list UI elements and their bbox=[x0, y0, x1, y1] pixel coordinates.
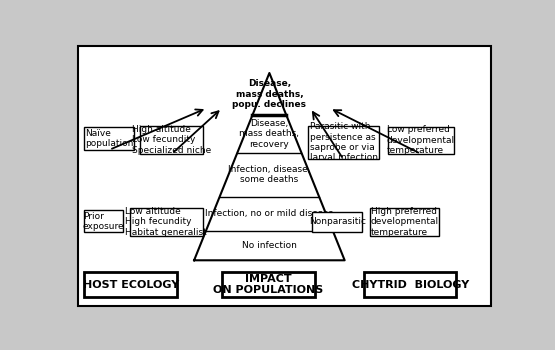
Text: Disease,
mass deaths,
recovery: Disease, mass deaths, recovery bbox=[239, 119, 299, 149]
FancyBboxPatch shape bbox=[84, 127, 134, 150]
Text: High preferred
developmental
temperature: High preferred developmental temperature bbox=[371, 207, 439, 237]
Text: Prior
exposure: Prior exposure bbox=[83, 211, 124, 231]
FancyBboxPatch shape bbox=[222, 272, 315, 297]
FancyBboxPatch shape bbox=[308, 126, 379, 159]
FancyBboxPatch shape bbox=[312, 212, 362, 232]
Text: Infection, no or mild disease: Infection, no or mild disease bbox=[205, 209, 334, 218]
FancyBboxPatch shape bbox=[130, 208, 203, 236]
FancyBboxPatch shape bbox=[78, 46, 491, 306]
FancyBboxPatch shape bbox=[371, 208, 440, 236]
Text: Infection, disease,
some deaths: Infection, disease, some deaths bbox=[228, 165, 311, 184]
Text: Disease,
mass deaths,
popu. declines: Disease, mass deaths, popu. declines bbox=[233, 79, 306, 109]
FancyBboxPatch shape bbox=[140, 126, 203, 154]
Text: IMPACT
ON POPULATIONS: IMPACT ON POPULATIONS bbox=[213, 274, 324, 295]
FancyBboxPatch shape bbox=[387, 127, 455, 154]
Text: CHYTRID  BIOLOGY: CHYTRID BIOLOGY bbox=[352, 280, 469, 289]
Text: Naïve
population: Naïve population bbox=[85, 129, 133, 148]
Text: HOST ECOLOGY: HOST ECOLOGY bbox=[83, 280, 179, 289]
FancyBboxPatch shape bbox=[84, 210, 123, 232]
FancyBboxPatch shape bbox=[84, 272, 177, 297]
Text: Parasitic with
persistence as
saprobe or via
larval infection: Parasitic with persistence as saprobe or… bbox=[310, 122, 377, 162]
Text: Low altitude
High fecundity
Habitat generalist: Low altitude High fecundity Habitat gene… bbox=[125, 207, 207, 237]
FancyBboxPatch shape bbox=[364, 272, 456, 297]
Text: Nonparasitic: Nonparasitic bbox=[309, 217, 366, 226]
Text: High altitude
Low fecundity
Specialized niche: High altitude Low fecundity Specialized … bbox=[132, 125, 211, 155]
Text: Low preferred
developmental
temperature: Low preferred developmental temperature bbox=[387, 125, 455, 155]
Text: No infection: No infection bbox=[242, 241, 297, 250]
Polygon shape bbox=[194, 73, 345, 260]
